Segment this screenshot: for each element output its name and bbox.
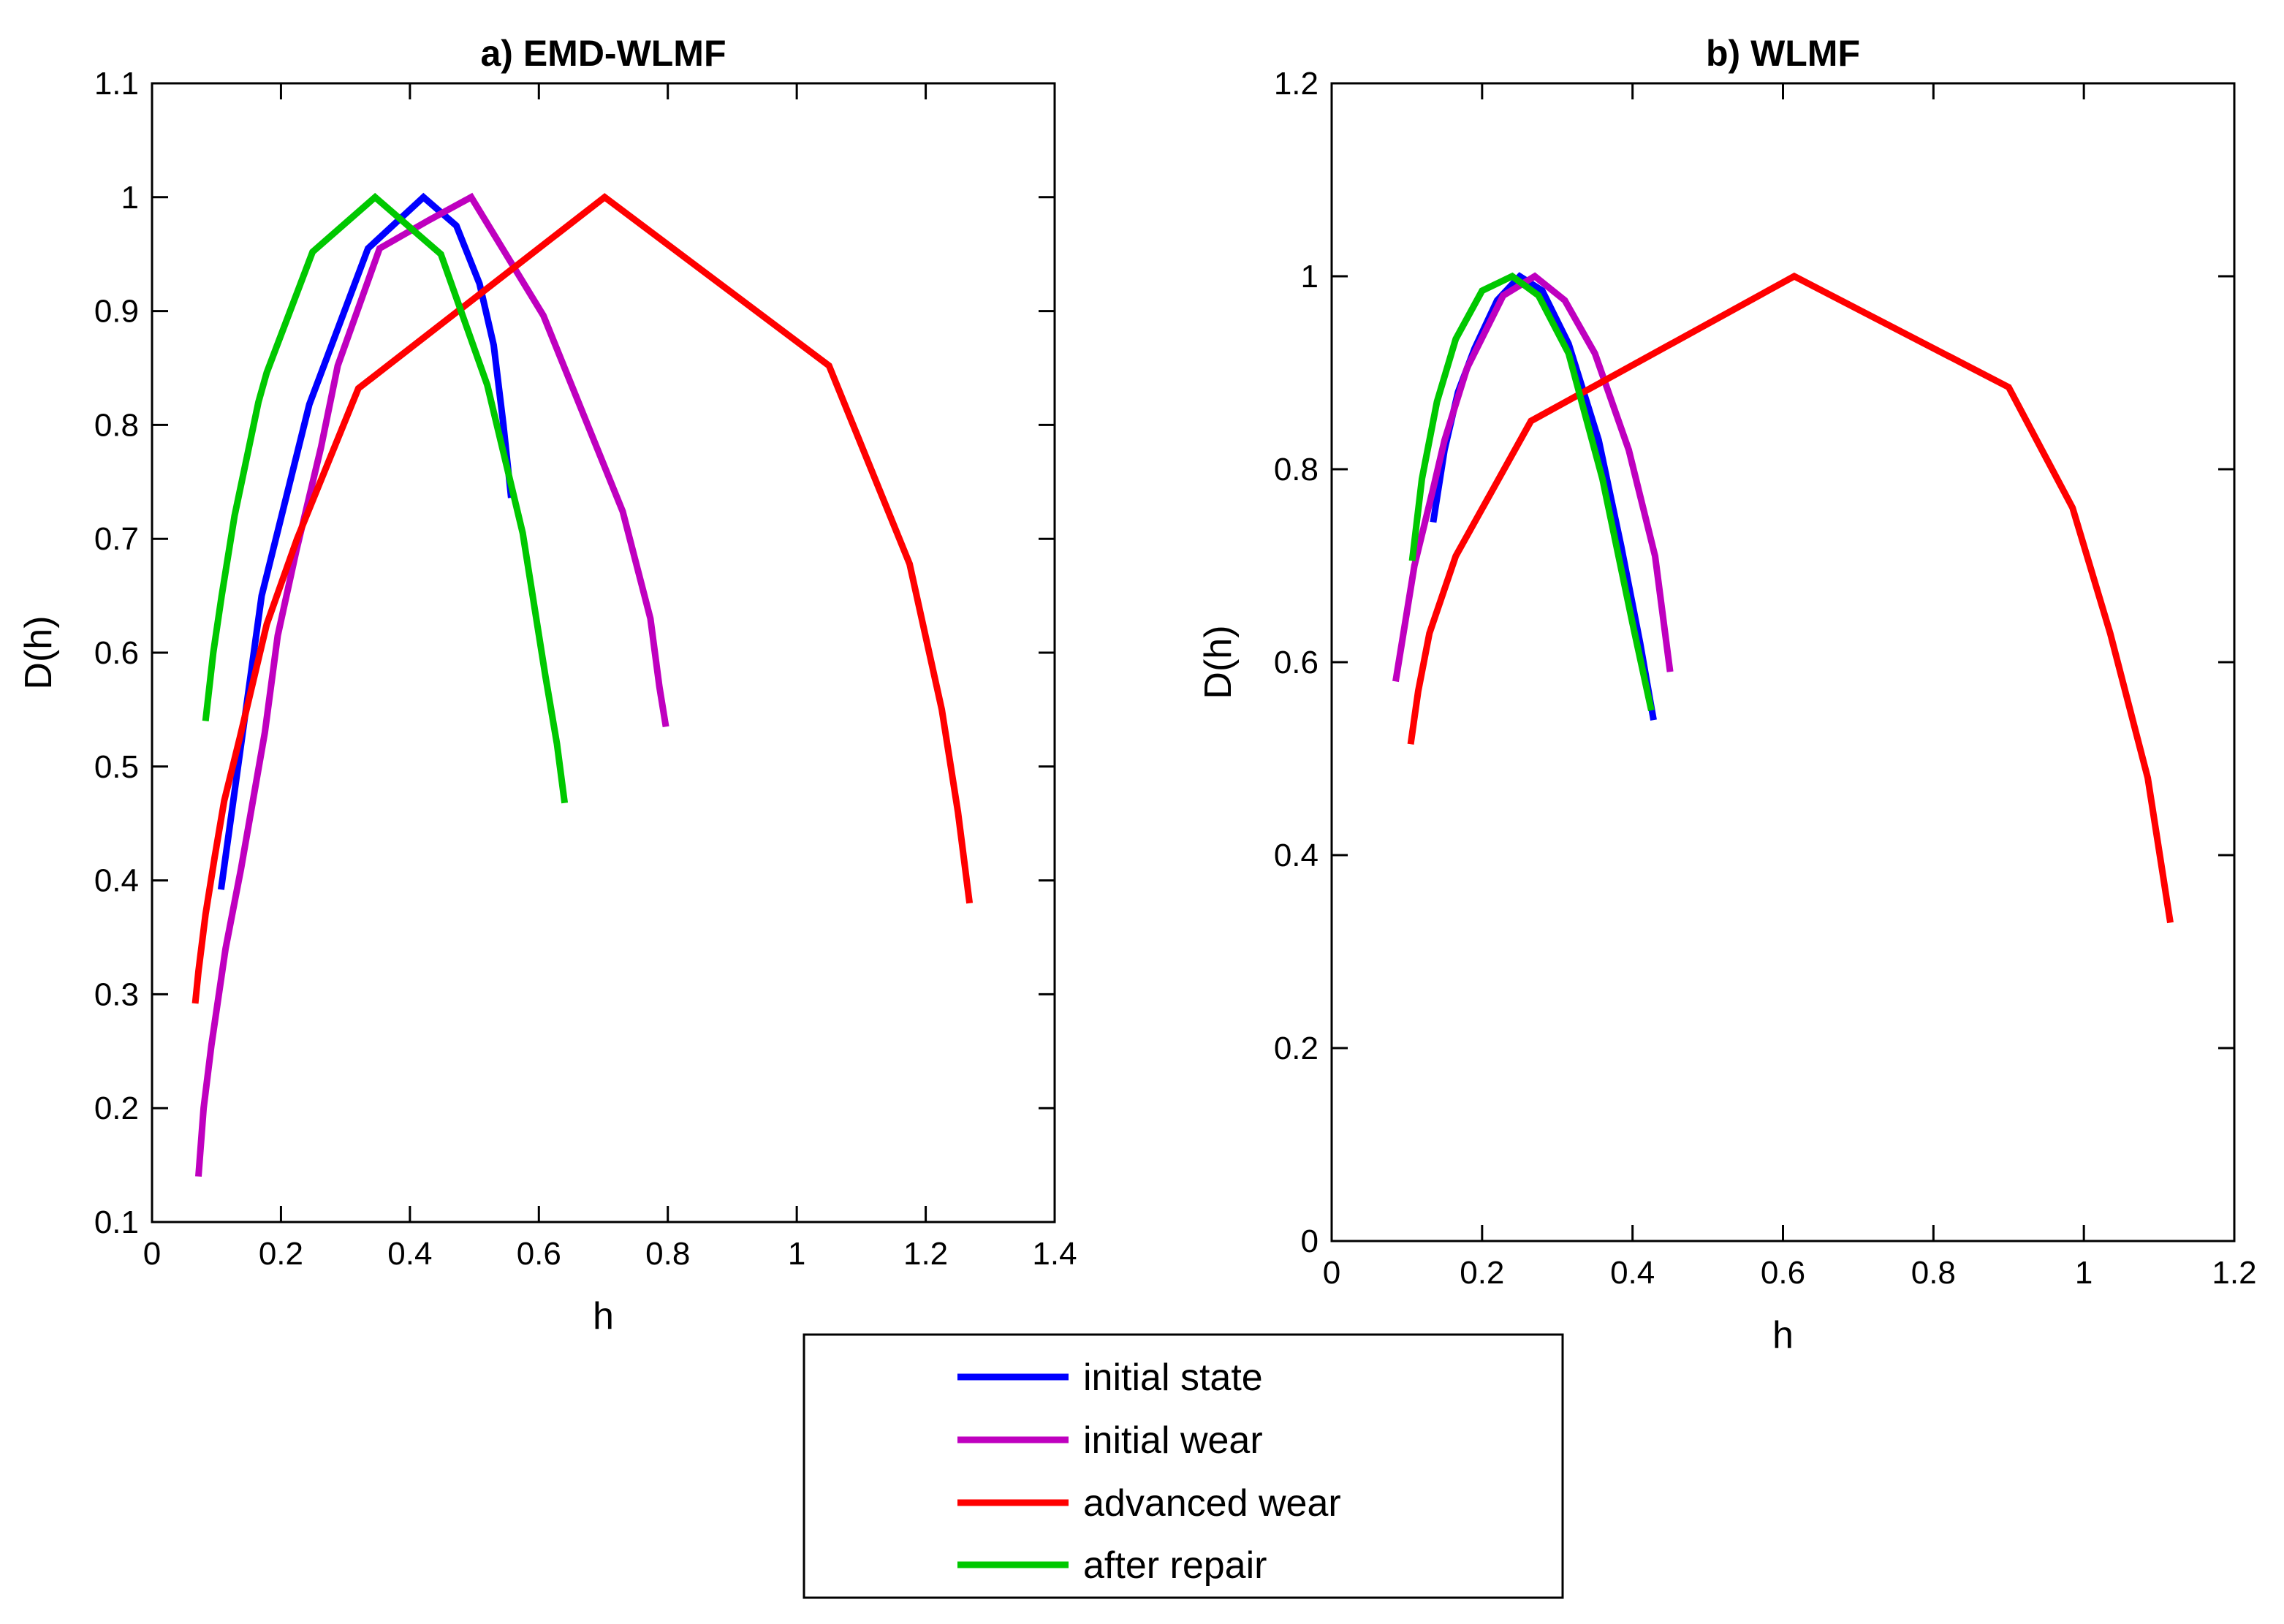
legend-box — [803, 1333, 1564, 1599]
panel-b-x-tick-label: 0.8 — [1911, 1255, 1956, 1291]
panel-b-x-tick-label: 0.4 — [1610, 1255, 1655, 1291]
panel-b-y-tick-label: 0.8 — [1274, 452, 1319, 487]
panel-b-x-tick-label: 1.2 — [2212, 1255, 2256, 1291]
panel-a-x-tick-label: 1 — [788, 1236, 805, 1272]
panel-a-x-tick-label: 0 — [143, 1236, 161, 1272]
panel-a-y-tick-label: 1 — [121, 180, 139, 216]
panel-a-y-tick-label: 0.2 — [94, 1090, 139, 1126]
panel-b-y-tick-label: 0.2 — [1274, 1031, 1319, 1066]
panel-a-y-tick-label: 1.1 — [94, 66, 139, 102]
panel-b-y-tick-label: 0.4 — [1274, 838, 1319, 873]
legend-label-advanced-wear: advanced wear — [1083, 1482, 1341, 1525]
panel-a-y-tick-label: 0.9 — [94, 294, 139, 330]
legend-label-after-repair: after repair — [1083, 1544, 1267, 1587]
legend-label-initial-state: initial state — [1083, 1357, 1263, 1399]
panel-a-x-tick-label: 0.6 — [517, 1236, 561, 1272]
panel-a-x-tick-label: 0.4 — [387, 1236, 432, 1272]
panel-b-plot-frame — [1330, 82, 2236, 1242]
panel-a-series-advanced-wear — [191, 193, 974, 1004]
panel-a-emd-wlmf: 0 0.2 0.4 0.6 0.8 1 1.2 1.4 0.1 0.2 0.3 0.4 0.5 0.6 0.… — [18, 33, 1077, 1337]
panel-a-x-tick-label: 1.4 — [1032, 1236, 1077, 1272]
panel-b-y-tick-label: 0.6 — [1274, 645, 1319, 680]
panel-b-x-tick-label: 1 — [2075, 1255, 2093, 1291]
panel-a-y-tick-label: 0.3 — [94, 976, 139, 1012]
panel-a-y-tick-label: 0.7 — [94, 521, 139, 557]
panel-a-y-axis-label: D(h) — [18, 615, 60, 689]
panel-a-x-tick-label: 0.2 — [259, 1236, 303, 1272]
panel-b-y-tick-label: 1 — [1301, 259, 1319, 295]
panel-a-y-tick-label: 0.5 — [94, 749, 139, 785]
panel-a-series-initial-wear — [195, 192, 669, 1177]
panel-b-x-tick-label: 0.2 — [1460, 1255, 1504, 1291]
panel-b-x-tick-label: 0.6 — [1761, 1255, 1805, 1291]
panel-b-x-axis-label: h — [1772, 1314, 1794, 1357]
panel-b-y-axis-label: D(h) — [1197, 625, 1240, 699]
panel-a-title: a) EMD-WLMF — [480, 33, 726, 74]
panel-b-title: b) WLMF — [1706, 33, 1860, 74]
panel-a-x-axis-label: h — [593, 1295, 614, 1337]
panel-a-x-tick-label: 1.2 — [903, 1236, 948, 1272]
panel-b-x-tick-label: 0 — [1323, 1255, 1340, 1291]
panel-a-y-tick-label: 0.4 — [94, 863, 139, 899]
panel-b-wlmf: 0 0.2 0.4 0.6 0.8 1 1.2 0 0.2 0.4 0.6 0.8 1 1.2 b) WLM… — [1197, 33, 2257, 1357]
panel-a-y-tick-label: 0.8 — [94, 407, 139, 443]
panel-b-series-initial-wear — [1392, 272, 1674, 683]
panel-a-y-tick-label: 0.6 — [94, 635, 139, 671]
panel-a-x-tick-label: 0.8 — [645, 1236, 690, 1272]
panel-b-series-after-repair — [1408, 272, 1655, 711]
legend: initial state initial wear advanced wear af… — [803, 1333, 1564, 1599]
panel-b-series-advanced-wear — [1407, 272, 2174, 924]
panel-a-series-after-repair — [202, 192, 569, 804]
panel-b-y-tick-label: 1.2 — [1274, 66, 1319, 102]
panel-a-y-tick-label: 0.1 — [94, 1204, 139, 1240]
panel-b-series-initial-state — [1430, 272, 1657, 721]
panel-b-y-tick-label: 0 — [1301, 1223, 1319, 1259]
legend-label-initial-wear: initial wear — [1083, 1419, 1263, 1462]
panel-a-plot-frame — [151, 82, 1056, 1223]
